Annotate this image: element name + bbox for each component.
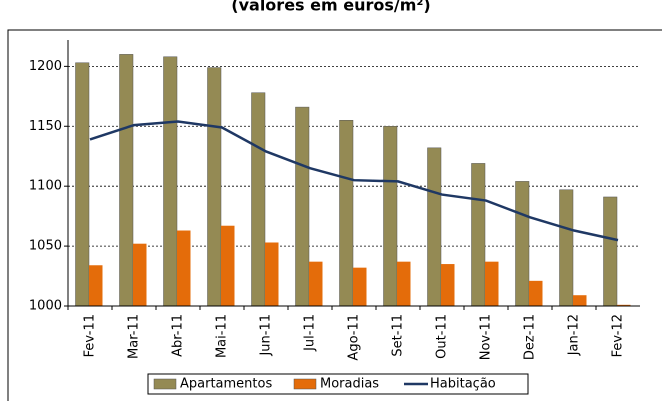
legend-swatch — [153, 378, 177, 390]
x-tick-label: Dez-11 — [523, 314, 538, 360]
bar — [573, 295, 587, 306]
x-tick-label: Set-11 — [391, 314, 406, 357]
x-tick-label: Mai-11 — [215, 314, 230, 358]
x-tick-label: Jul-11 — [303, 314, 318, 352]
legend-label: Habitação — [430, 377, 496, 392]
bar — [603, 196, 618, 307]
y-tick-label: 1150 — [29, 119, 62, 134]
bar — [251, 92, 266, 307]
bar — [617, 304, 631, 306]
legend-label: Apartamentos — [180, 377, 272, 392]
bar — [515, 181, 530, 307]
bar — [295, 106, 310, 307]
chart-frame — [7, 29, 662, 401]
y-tick-label: 1200 — [29, 59, 62, 74]
bar — [309, 261, 323, 306]
x-tick-label: Jan-12 — [567, 314, 582, 356]
bar — [177, 230, 191, 306]
x-tick-label: Mar-11 — [127, 314, 142, 359]
chart-title: (valores em euros/m²) — [231, 0, 430, 15]
x-tick-label: Fev-11 — [83, 314, 98, 357]
y-tick-label: 1100 — [29, 179, 62, 194]
bar — [163, 56, 178, 307]
legend-label: Moradias — [320, 377, 379, 392]
bar — [397, 261, 411, 306]
x-tick-label: Abr-11 — [171, 314, 186, 357]
bar — [383, 126, 398, 307]
bar — [75, 62, 90, 307]
legend-box — [147, 373, 529, 395]
bar — [207, 67, 222, 307]
bar — [339, 120, 354, 307]
legend-swatch — [293, 378, 317, 390]
bar — [485, 261, 499, 306]
x-tick-label: Nov-11 — [479, 314, 494, 360]
x-tick-label: Out-11 — [435, 314, 450, 359]
bar — [427, 147, 442, 307]
bar — [441, 264, 455, 306]
x-tick-label: Fev-12 — [611, 314, 626, 357]
bar — [529, 280, 543, 306]
x-tick-label: Ago-11 — [347, 314, 362, 361]
bar — [471, 163, 486, 307]
bar — [559, 189, 574, 307]
bar — [119, 54, 134, 307]
bar — [265, 242, 279, 306]
bar — [133, 243, 147, 306]
y-tick-label: 1000 — [29, 299, 62, 314]
x-tick-label: Jun-11 — [259, 314, 274, 357]
bar — [221, 225, 235, 306]
line — [89, 120, 619, 242]
bar — [89, 265, 103, 306]
y-tick-label: 1050 — [29, 239, 62, 254]
bar — [353, 267, 367, 306]
